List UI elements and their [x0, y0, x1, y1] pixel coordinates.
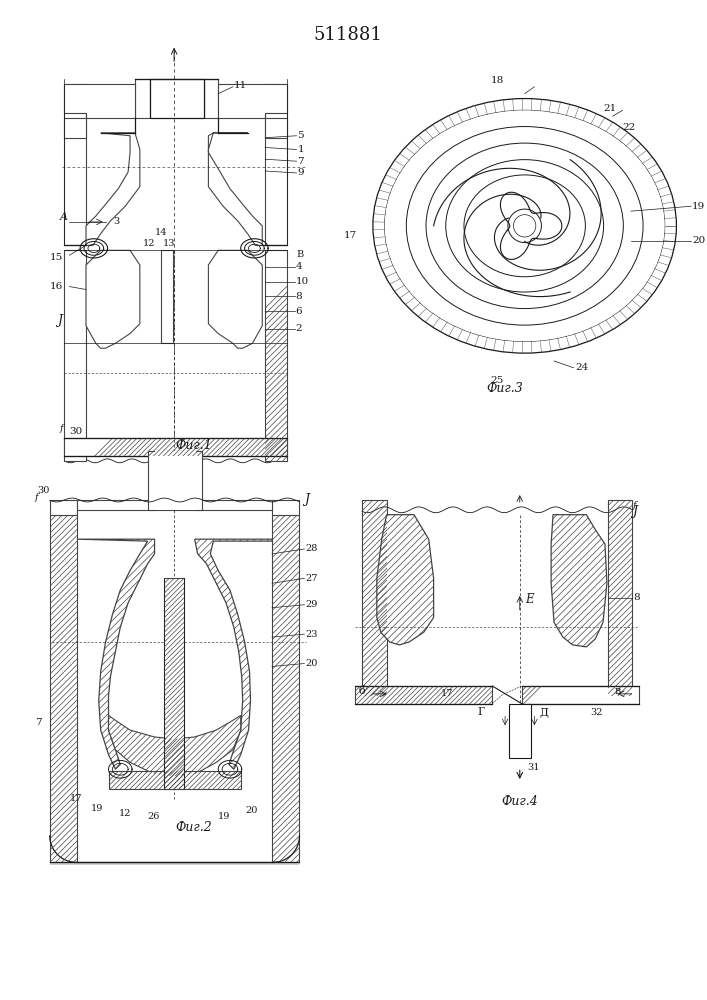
Text: 17: 17	[440, 689, 453, 698]
Text: 18: 18	[491, 76, 503, 85]
Text: 30: 30	[69, 427, 83, 436]
Polygon shape	[522, 686, 639, 704]
Text: 19: 19	[91, 804, 103, 813]
Text: 11: 11	[234, 81, 247, 90]
Text: 20: 20	[305, 659, 317, 668]
Polygon shape	[86, 250, 140, 348]
Text: 6: 6	[296, 307, 302, 316]
Polygon shape	[161, 250, 173, 343]
Text: J: J	[632, 505, 638, 518]
Polygon shape	[194, 539, 272, 769]
Text: 5: 5	[298, 131, 304, 140]
Polygon shape	[64, 118, 86, 138]
Text: 24: 24	[575, 363, 589, 372]
Text: 13: 13	[163, 239, 175, 248]
Text: 25: 25	[491, 376, 503, 385]
Ellipse shape	[385, 110, 665, 341]
Text: в: в	[615, 686, 621, 696]
Polygon shape	[77, 500, 155, 510]
Text: E: E	[525, 593, 533, 606]
Text: 15: 15	[49, 253, 63, 262]
Polygon shape	[148, 451, 201, 510]
Text: 27: 27	[305, 574, 318, 583]
Text: 9: 9	[298, 168, 304, 177]
Text: 23: 23	[305, 630, 318, 639]
Polygon shape	[209, 133, 262, 245]
Polygon shape	[265, 250, 287, 461]
Polygon shape	[109, 771, 240, 789]
Text: 16: 16	[49, 282, 63, 291]
Bar	[155, 451, 196, 510]
Text: Фиг.4: Фиг.4	[501, 795, 538, 808]
Text: Фиг.2: Фиг.2	[175, 821, 212, 834]
Text: 21: 21	[603, 104, 617, 113]
Polygon shape	[64, 84, 135, 118]
Text: 19: 19	[218, 812, 230, 821]
Polygon shape	[49, 500, 77, 515]
Polygon shape	[164, 578, 184, 789]
Text: 17: 17	[69, 794, 82, 803]
Polygon shape	[77, 539, 155, 769]
Text: 20: 20	[692, 236, 706, 245]
Polygon shape	[272, 500, 300, 515]
Polygon shape	[64, 438, 287, 456]
Text: 26: 26	[148, 812, 160, 821]
Text: 4: 4	[296, 262, 302, 271]
Text: 32: 32	[590, 708, 603, 717]
Text: 8: 8	[296, 292, 302, 301]
Text: A: A	[59, 212, 68, 222]
Polygon shape	[272, 515, 300, 862]
Text: 29: 29	[305, 600, 317, 609]
Polygon shape	[64, 250, 86, 461]
Polygon shape	[64, 84, 86, 245]
Text: 12: 12	[143, 239, 156, 248]
Polygon shape	[109, 715, 240, 776]
Text: 7: 7	[35, 718, 42, 727]
Text: B: B	[296, 250, 304, 259]
Text: 2: 2	[296, 324, 302, 333]
Text: 17: 17	[344, 231, 357, 240]
Text: J: J	[304, 493, 310, 506]
Text: 1: 1	[298, 145, 304, 154]
Polygon shape	[218, 84, 287, 118]
Text: 30: 30	[37, 486, 49, 495]
Text: 19: 19	[692, 202, 706, 211]
Bar	[150, 79, 204, 118]
Polygon shape	[265, 84, 287, 245]
Text: 20: 20	[245, 806, 258, 815]
Text: Г: Г	[478, 707, 485, 717]
Polygon shape	[608, 500, 632, 696]
Text: Фиг.1: Фиг.1	[175, 439, 212, 452]
Text: 8: 8	[633, 593, 640, 602]
Text: 7: 7	[298, 157, 304, 166]
Text: 511881: 511881	[314, 26, 383, 44]
Text: 22: 22	[623, 123, 636, 132]
Bar	[168, 583, 181, 779]
Text: 14: 14	[155, 228, 167, 237]
Text: f: f	[59, 424, 63, 433]
Polygon shape	[194, 500, 272, 510]
Text: б: б	[358, 686, 365, 696]
Text: 12: 12	[118, 809, 131, 818]
Polygon shape	[204, 79, 218, 118]
Polygon shape	[362, 500, 387, 696]
Polygon shape	[135, 79, 150, 118]
Text: Фиг.3: Фиг.3	[486, 382, 523, 395]
Polygon shape	[551, 515, 607, 647]
Polygon shape	[265, 118, 287, 138]
Text: Д: Д	[539, 707, 549, 717]
Text: 10: 10	[296, 277, 309, 286]
Polygon shape	[356, 686, 492, 704]
Text: f: f	[632, 501, 636, 510]
Text: J: J	[57, 314, 62, 327]
Polygon shape	[86, 133, 140, 245]
Text: 3: 3	[113, 217, 119, 226]
Bar	[509, 704, 530, 758]
Polygon shape	[377, 515, 433, 645]
Text: f: f	[35, 493, 39, 502]
Polygon shape	[49, 515, 77, 862]
Text: 28: 28	[305, 544, 317, 553]
Text: 31: 31	[527, 763, 540, 772]
Polygon shape	[209, 250, 262, 348]
